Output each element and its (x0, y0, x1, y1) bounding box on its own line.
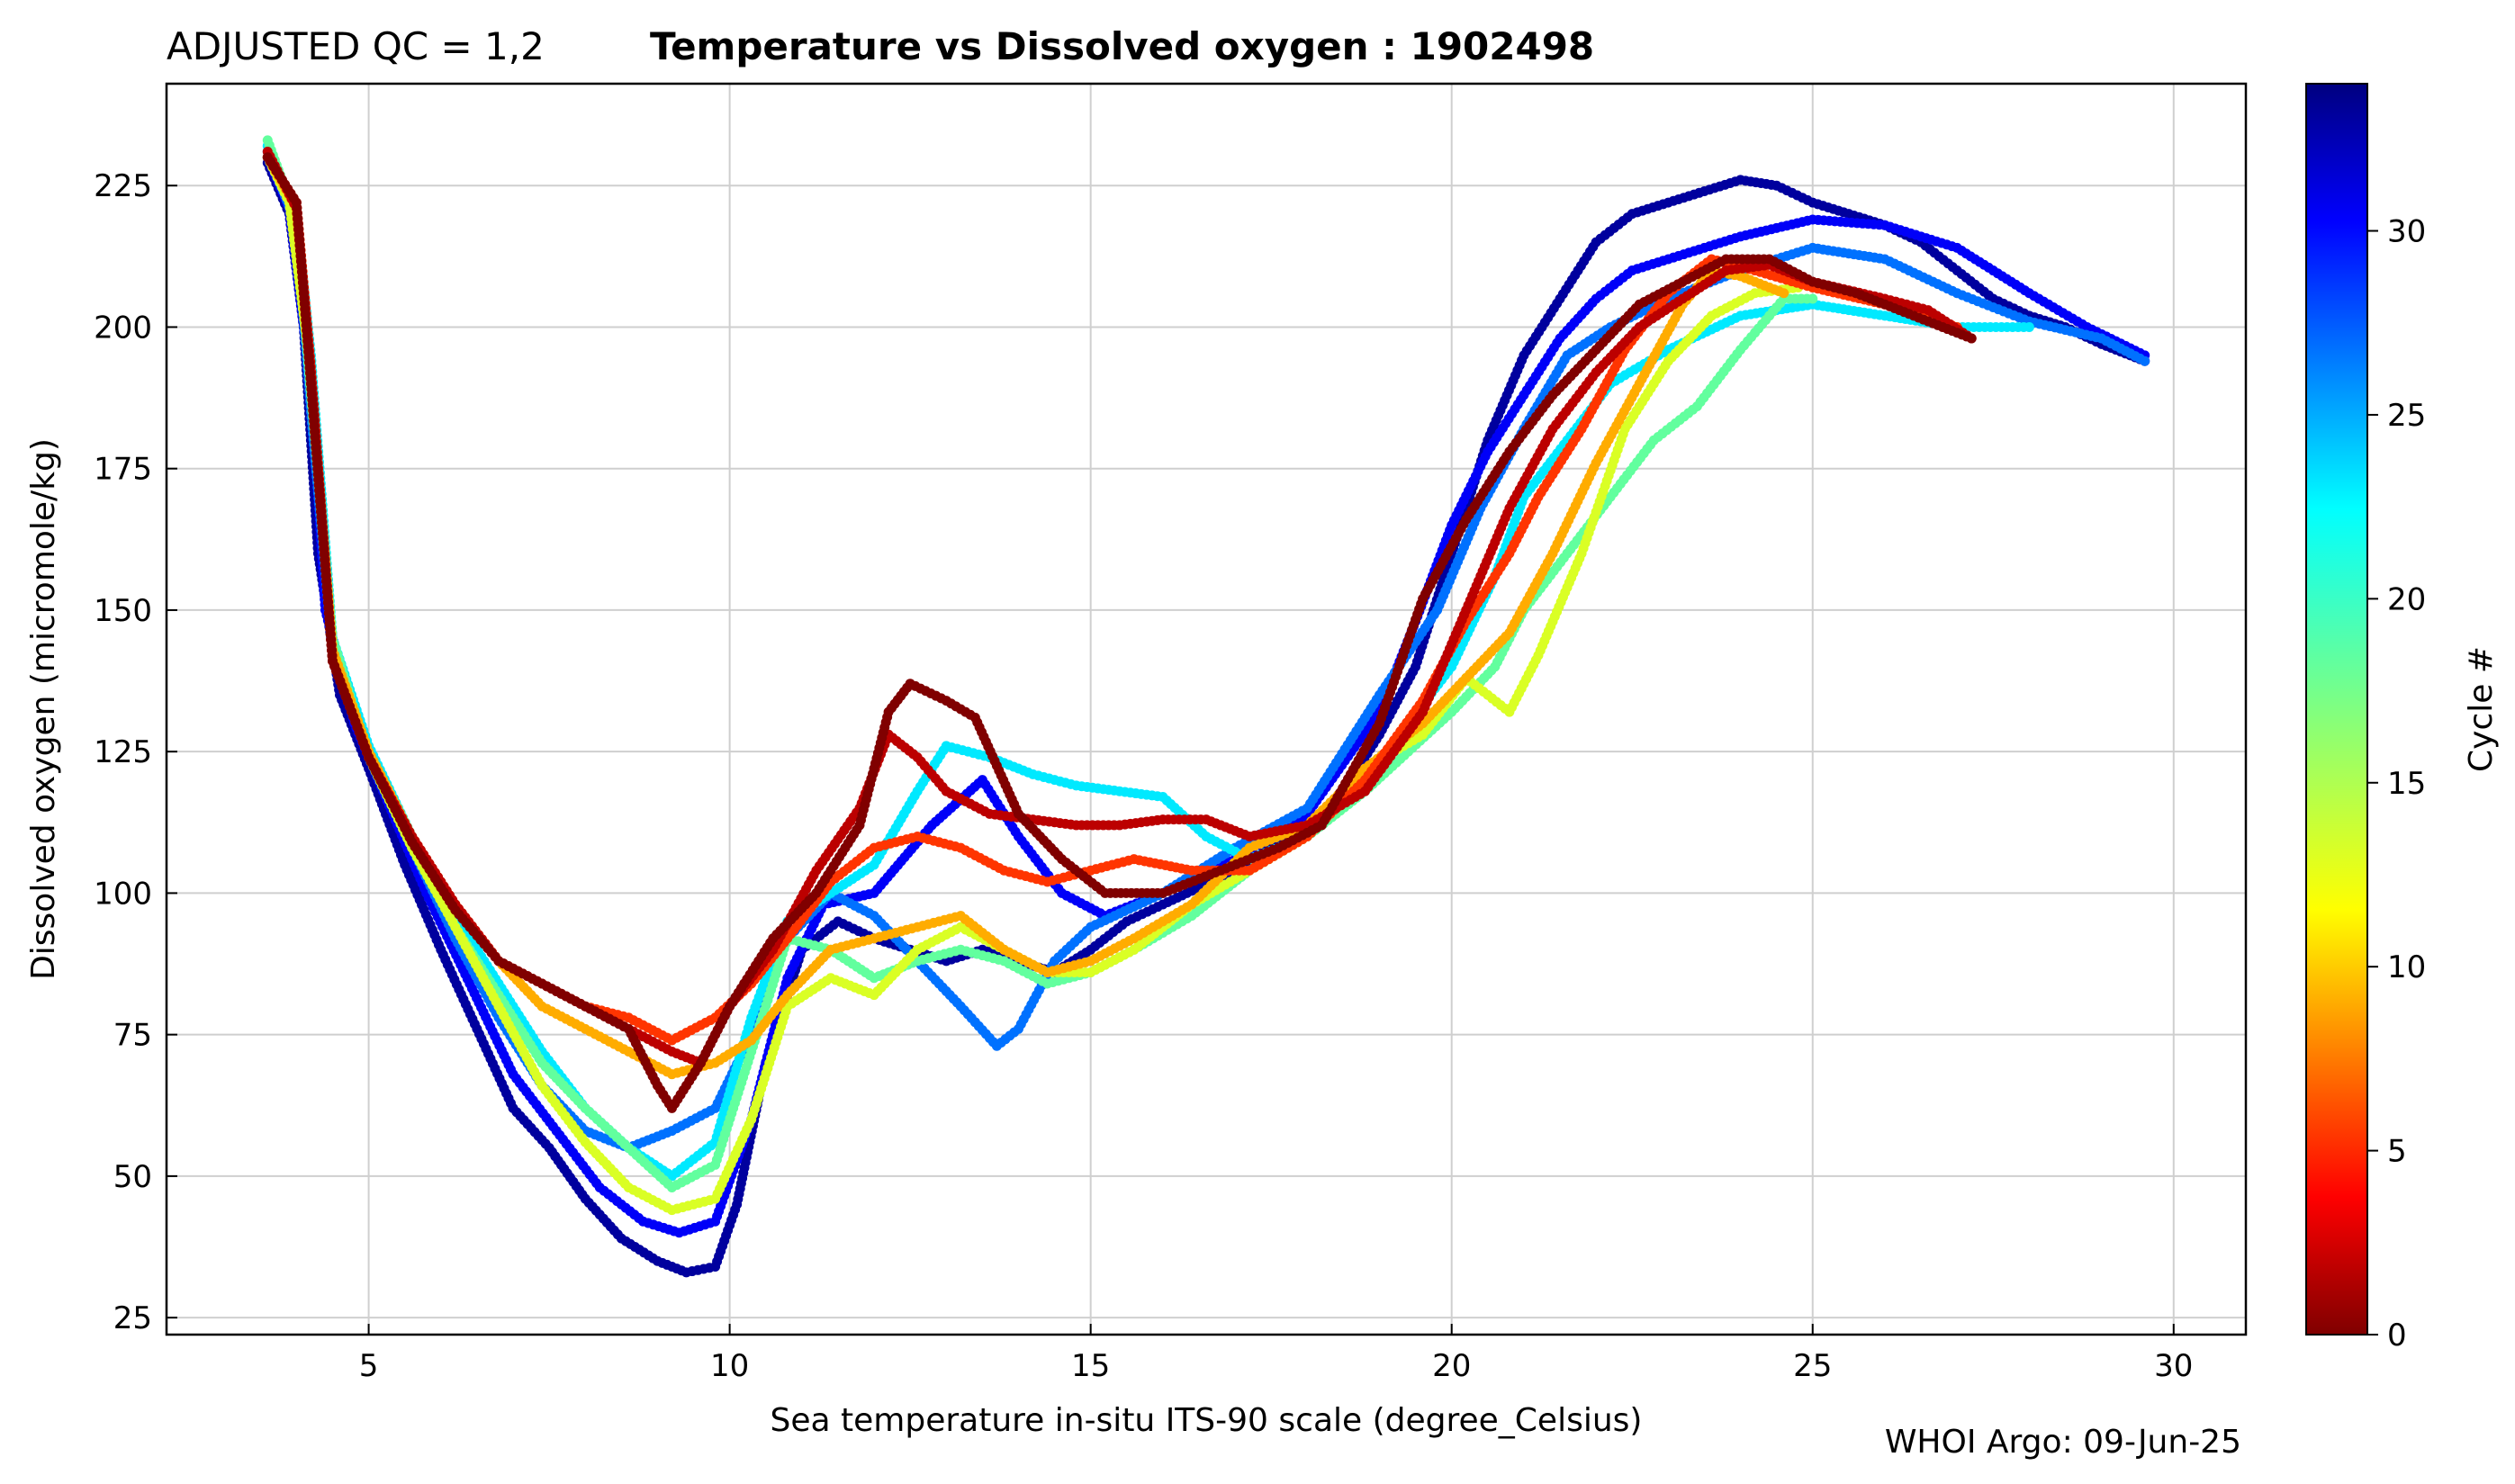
chart-title: Temperature vs Dissolved oxygen : 190249… (650, 24, 1594, 68)
data-points (262, 135, 2150, 1278)
data-point (2140, 355, 2150, 366)
title-prefix: ADJUSTED QC = 1,2 (167, 24, 545, 68)
data-point (1807, 293, 1818, 304)
data-point (1779, 288, 1789, 299)
grid-lines (167, 84, 2246, 1335)
data-point (2024, 321, 2034, 332)
